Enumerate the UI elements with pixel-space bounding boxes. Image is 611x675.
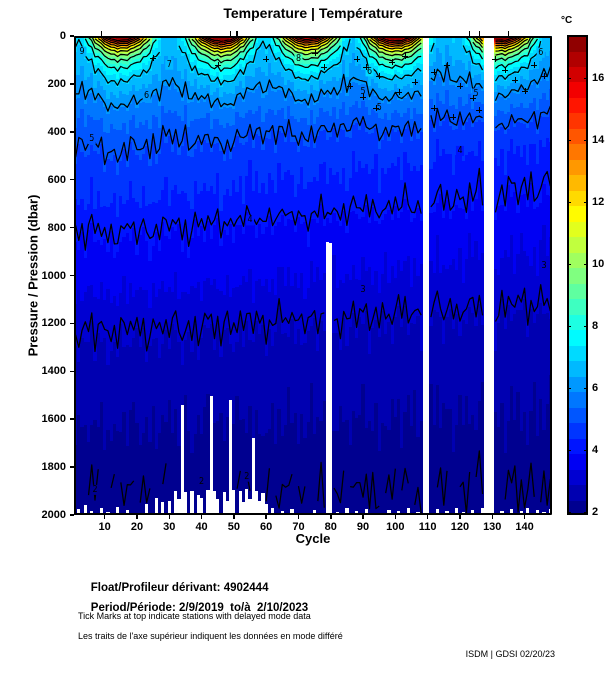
footer-credit: ISDM | GDSI 02/20/23 — [465, 649, 555, 659]
x-tick-label: 80 — [324, 521, 337, 533]
page-title: Temperature | Température — [223, 5, 403, 21]
footer-note-fr: Les traits de l'axe supérieur indiquent … — [78, 631, 343, 641]
x-tick-mark — [394, 515, 397, 519]
y-tick-label: 1800 — [41, 461, 66, 474]
x-tick-label: 70 — [292, 521, 305, 533]
y-tick-mark — [70, 274, 74, 277]
colorbar-tick-label: 10 — [592, 258, 605, 271]
x-tick-label: 140 — [515, 521, 534, 533]
x-tick-mark — [362, 515, 364, 519]
x-tick-mark — [200, 515, 203, 519]
y-tick-mark — [70, 418, 74, 420]
footer-period-line: Period/Période: 2/9/2019 to/à 2/10/2023 — [78, 590, 308, 626]
x-tick-mark — [330, 515, 332, 519]
y-tick-label: 2000 — [41, 509, 66, 521]
x-tick-label: 130 — [483, 521, 502, 533]
x-tick-mark — [523, 515, 526, 519]
colorbar-canvas — [567, 35, 588, 515]
footer-float-line: Float/Profileur dérivant: 4902444 — [78, 570, 269, 606]
y-tick-mark — [70, 178, 74, 181]
delayed-mode-tick — [236, 31, 238, 36]
x-tick-mark — [168, 515, 171, 519]
y-tick-mark — [70, 466, 74, 468]
y-tick-label: 1200 — [41, 317, 66, 330]
delayed-mode-tick — [478, 31, 481, 36]
x-tick-mark — [136, 515, 138, 519]
y-tick-label: 0 — [59, 30, 66, 42]
y-tick-label: 200 — [47, 77, 66, 90]
x-tick-label: 100 — [386, 521, 405, 533]
y-tick-mark — [70, 226, 74, 229]
delayed-mode-tick — [507, 31, 510, 36]
delayed-mode-tick — [100, 31, 103, 36]
y-tick-mark — [70, 322, 74, 325]
y-tick-label: 400 — [47, 125, 66, 138]
footer-period-label: Period/Période: — [90, 602, 176, 614]
footer-period-value: 2/9/2019 to/à 2/10/2023 — [178, 602, 309, 614]
x-tick-mark — [297, 515, 300, 519]
x-tick-mark — [491, 515, 493, 519]
x-axis-label: Cycle — [295, 531, 331, 546]
x-tick-label: 110 — [418, 521, 437, 533]
y-tick-mark — [70, 35, 74, 37]
x-tick-label: 30 — [163, 521, 176, 533]
y-tick-mark — [70, 514, 74, 516]
y-tick-mark — [70, 370, 74, 373]
footer-float-value: 4902444 — [223, 582, 269, 594]
y-tick-label: 1000 — [41, 269, 66, 282]
x-tick-mark — [459, 515, 461, 519]
colorbar-tick-label: 4 — [592, 443, 599, 456]
footer-note-en: Tick Marks at top indicate stations with… — [78, 611, 311, 621]
delayed-mode-tick — [468, 31, 471, 36]
colorbar-tick-label: 12 — [592, 196, 605, 209]
y-tick-label: 1600 — [41, 413, 66, 426]
x-tick-label: 50 — [227, 521, 240, 533]
y-tick-mark — [70, 131, 74, 133]
colorbar-tick-label: 8 — [592, 320, 599, 333]
x-tick-label: 40 — [195, 521, 208, 533]
x-tick-label: 90 — [356, 521, 370, 533]
x-tick-mark — [265, 515, 267, 519]
y-tick-label: 600 — [47, 173, 66, 186]
y-tick-label: 800 — [47, 221, 66, 234]
colorbar-tick-label: 16 — [592, 72, 605, 85]
x-tick-mark — [103, 515, 106, 519]
colorbar-tick-label: 2 — [592, 505, 599, 518]
x-tick-label: 120 — [450, 521, 470, 533]
x-tick-label: 60 — [260, 521, 273, 533]
y-tick-mark — [70, 83, 74, 85]
x-tick-mark — [233, 515, 235, 519]
x-tick-mark — [426, 515, 429, 519]
colorbar-tick-label: 6 — [592, 382, 599, 395]
colorbar-unit-label: °C — [561, 15, 573, 26]
colorbar-tick-label: 14 — [592, 134, 605, 147]
footer-float-label: Float/Profileur dérivant: — [90, 582, 221, 594]
y-tick-label: 1400 — [41, 365, 66, 378]
temperature-heatmap-canvas — [74, 36, 552, 515]
delayed-mode-tick — [229, 31, 232, 36]
x-tick-label: 20 — [130, 521, 144, 533]
x-tick-label: 10 — [98, 521, 111, 533]
